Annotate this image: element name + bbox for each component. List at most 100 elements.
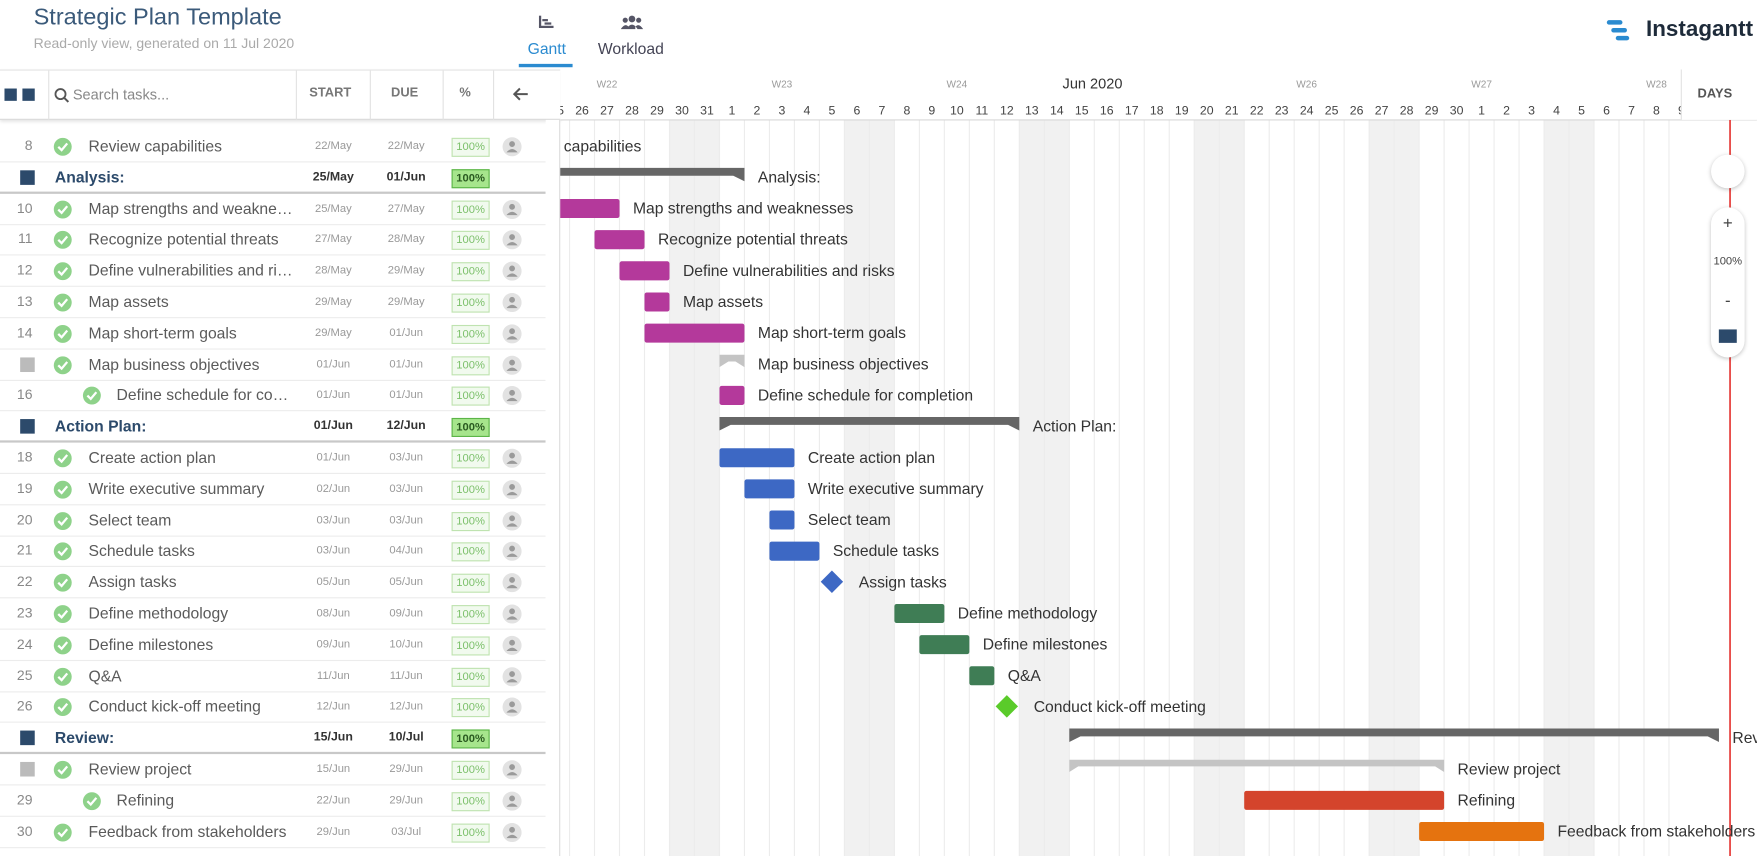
bar-label: Conduct kick-off meeting bbox=[1034, 699, 1206, 716]
column-start[interactable]: START bbox=[309, 86, 352, 100]
gantt-icon bbox=[538, 15, 554, 29]
search-input[interactable]: Search tasks... bbox=[72, 86, 170, 104]
separator bbox=[442, 70, 444, 120]
row-number: 20 bbox=[16, 511, 33, 528]
zoom-in[interactable]: + bbox=[1722, 214, 1733, 234]
start-date: 15/Jun bbox=[313, 730, 353, 745]
summary-bar bbox=[1069, 728, 1719, 742]
day-label: 7 bbox=[1628, 103, 1635, 117]
day-label: 27 bbox=[1375, 103, 1389, 117]
progress-badge: 100% bbox=[451, 418, 490, 438]
bar-label: Feedback from stakeholders bbox=[1557, 824, 1755, 841]
check-circle bbox=[53, 137, 72, 156]
check-circle bbox=[53, 231, 72, 250]
bar-label: Map business objectives bbox=[758, 356, 929, 373]
task-name: Define methodology bbox=[88, 603, 229, 622]
check-circle bbox=[82, 791, 101, 810]
assignee-avatar bbox=[502, 230, 522, 250]
bar-label: Create action plan bbox=[808, 450, 935, 467]
day-label: 6 bbox=[1603, 103, 1610, 117]
task-bar bbox=[969, 666, 995, 686]
day-label: 10 bbox=[950, 103, 964, 117]
scale-button[interactable]: DAYS bbox=[1680, 69, 1757, 120]
task-row: 29 Refining 22/Jun 29/Jun 100% bbox=[0, 785, 546, 817]
due-date: 05/Jun bbox=[389, 576, 424, 589]
progress-badge: 100% bbox=[451, 480, 490, 500]
tab-gantt[interactable]: Gantt bbox=[527, 39, 566, 58]
row-number: 8 bbox=[24, 137, 33, 154]
day-label: 26 bbox=[575, 103, 589, 117]
collapse-toggle[interactable] bbox=[20, 730, 35, 746]
bar-label: Action Plan: bbox=[1033, 419, 1117, 436]
assignee-avatar bbox=[502, 822, 522, 842]
week-label: W28 bbox=[1646, 79, 1667, 90]
start-date: 03/Jun bbox=[316, 545, 351, 558]
collapse-panel[interactable] bbox=[512, 86, 530, 102]
day-label: 27 bbox=[600, 103, 614, 117]
check-mark bbox=[86, 391, 98, 401]
start-date: 08/Jun bbox=[316, 607, 351, 620]
collapse-toggle[interactable] bbox=[20, 419, 35, 434]
collapse-toggle[interactable] bbox=[20, 761, 35, 777]
map-button[interactable] bbox=[1718, 329, 1737, 343]
row-number: 18 bbox=[16, 449, 33, 466]
task-bar bbox=[594, 230, 645, 250]
day-label: 1 bbox=[1478, 103, 1485, 117]
task-bar bbox=[719, 385, 745, 405]
collapse-toggle[interactable] bbox=[20, 356, 35, 372]
status-check bbox=[53, 262, 72, 281]
dependency-toggle[interactable] bbox=[1711, 154, 1745, 189]
bar-label: Review capabilities bbox=[560, 138, 641, 155]
column-due[interactable]: DUE bbox=[391, 86, 419, 100]
bar-label: Map strengths and weaknesses bbox=[633, 201, 854, 218]
progress-badge: 100% bbox=[451, 542, 490, 562]
check-mark bbox=[57, 360, 69, 370]
check-mark bbox=[57, 641, 69, 651]
task-bar bbox=[560, 199, 620, 219]
week-label: W24 bbox=[946, 79, 967, 90]
zoom-out[interactable]: - bbox=[1725, 291, 1731, 311]
row-number: 30 bbox=[16, 823, 33, 839]
progress-badge: 100% bbox=[451, 511, 490, 531]
status-check bbox=[82, 791, 101, 810]
collapse-toggle[interactable] bbox=[20, 170, 35, 185]
day-label: 6 bbox=[853, 103, 860, 117]
check-circle bbox=[53, 511, 72, 530]
check-circle bbox=[53, 293, 72, 312]
task-row: 26 Conduct kick-off meeting 12/Jun 12/Jun 10… bbox=[0, 692, 546, 724]
assignee-avatar bbox=[502, 261, 522, 281]
assignee-avatar bbox=[502, 137, 522, 157]
check-circle bbox=[53, 480, 72, 499]
due-date: 29/May bbox=[387, 264, 425, 277]
assignee-avatar bbox=[502, 355, 522, 375]
row-number: 26 bbox=[16, 698, 33, 715]
check-circle bbox=[53, 636, 72, 655]
assignee-avatar bbox=[502, 573, 522, 593]
task-name: Review capabilities bbox=[88, 136, 222, 155]
task-row: 14 Map short-term goals 29/May 01/Jun 100% bbox=[0, 318, 546, 350]
bar-label: Review project bbox=[1458, 761, 1561, 778]
assignee-avatar bbox=[502, 604, 522, 624]
day-label: 25 bbox=[1325, 103, 1339, 117]
avatar-figure bbox=[506, 795, 518, 807]
separator bbox=[48, 70, 50, 120]
task-name: Define schedule for completion bbox=[116, 385, 294, 404]
start-date: 01/Jun bbox=[316, 451, 351, 464]
bar-label: Map short-term goals bbox=[758, 325, 906, 342]
status-check bbox=[53, 355, 72, 374]
start-date: 09/Jun bbox=[316, 638, 351, 651]
task-name: Define milestones bbox=[88, 635, 214, 654]
week-label: W26 bbox=[1296, 79, 1317, 90]
row-number: 22 bbox=[16, 573, 33, 590]
row-number: 11 bbox=[17, 231, 33, 247]
task-name: Refining bbox=[116, 790, 175, 809]
due-date: 01/Jun bbox=[386, 170, 426, 184]
task-name: Map short-term goals bbox=[88, 323, 237, 342]
day-label: 18 bbox=[1150, 103, 1164, 117]
tab-workload[interactable]: Workload bbox=[597, 39, 664, 58]
assignee-avatar bbox=[502, 199, 522, 219]
collapse-all[interactable] bbox=[22, 88, 35, 101]
expand-all[interactable] bbox=[4, 88, 17, 101]
column-progress[interactable]: % bbox=[459, 86, 471, 100]
task-row: Map business objectives 01/Jun 01/Jun 100% bbox=[0, 349, 546, 381]
